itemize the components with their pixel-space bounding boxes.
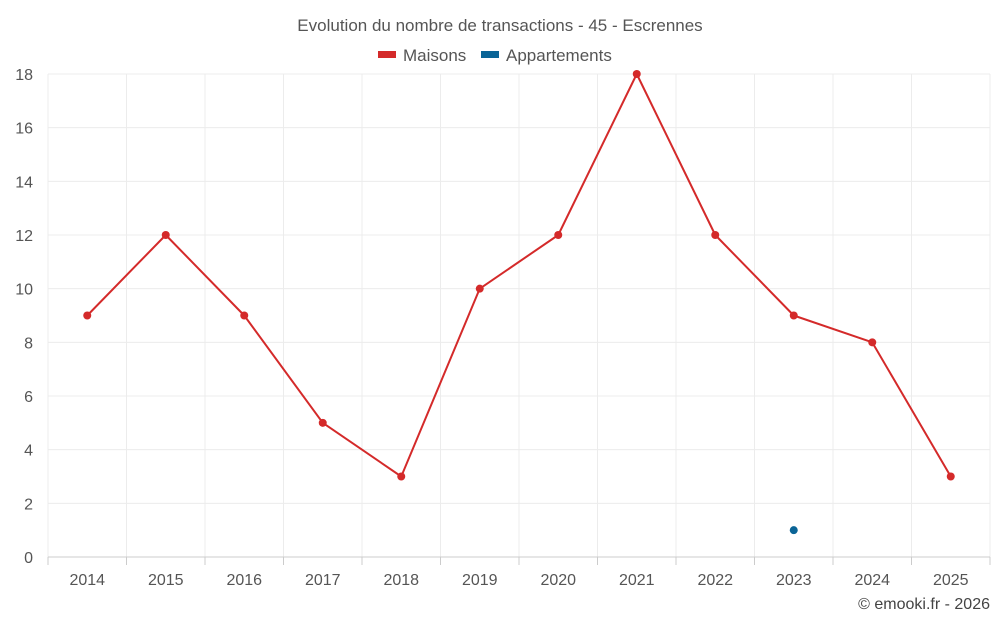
y-tick-label: 6 [24,389,33,406]
x-tick-label: 2014 [69,572,105,589]
x-tick-label: 2023 [776,572,812,589]
y-tick-label: 4 [24,443,33,460]
x-tick-label: 2019 [462,572,498,589]
data-point-maisons[interactable] [397,472,406,481]
y-tick-label: 18 [15,67,33,84]
data-point-maisons[interactable] [554,231,563,239]
series [83,70,955,535]
data-point-maisons[interactable] [868,338,877,347]
x-tick-label: 2025 [933,572,969,589]
data-point-maisons[interactable] [475,284,484,293]
x-tick-label: 2021 [619,572,655,589]
data-point-appartements[interactable] [789,526,798,535]
data-point-maisons[interactable] [946,472,955,481]
y-tick-label: 10 [15,282,33,299]
legend-label-appartements[interactable]: Appartements [506,46,612,65]
grid [47,73,991,557]
x-tick-label: 2015 [148,572,184,589]
x-tick-label: 2020 [540,572,576,589]
series-line-maisons [86,73,952,478]
y-tick-label: 2 [24,496,33,513]
legend-label-maisons[interactable]: Maisons [403,46,466,65]
x-tick-label: 2024 [854,572,890,589]
data-point-maisons[interactable] [632,70,641,78]
legend-swatch-maisons [378,51,396,58]
y-tick-label: 8 [24,335,33,352]
chart-title: Evolution du nombre de transactions - 45… [297,16,702,35]
x-tick-label: 2016 [226,572,262,589]
legend-swatch-appartements [481,51,499,58]
data-point-maisons[interactable] [161,231,170,239]
data-point-maisons[interactable] [789,311,798,320]
data-point-maisons[interactable] [711,231,720,239]
legend: Maisons Appartements [378,46,612,65]
data-point-maisons[interactable] [83,311,92,320]
series-maisons [83,70,955,481]
y-tick-label: 12 [15,228,33,245]
credit-text: © emooki.fr - 2026 [858,596,990,613]
x-tick-label: 2017 [305,572,341,589]
series-appartements [789,526,798,535]
data-point-maisons[interactable] [240,311,249,320]
y-tick-label: 16 [15,121,33,138]
axes: 0 2 4 6 8 10 12 14 16 18 2014 2015 2016 2017 2018 2019 2… [15,67,991,589]
y-tick-label: 0 [24,550,33,567]
y-tick-label: 14 [15,174,33,191]
x-tick-label: 2022 [697,572,733,589]
data-point-maisons[interactable] [318,418,327,427]
x-tick-label: 2018 [383,572,419,589]
